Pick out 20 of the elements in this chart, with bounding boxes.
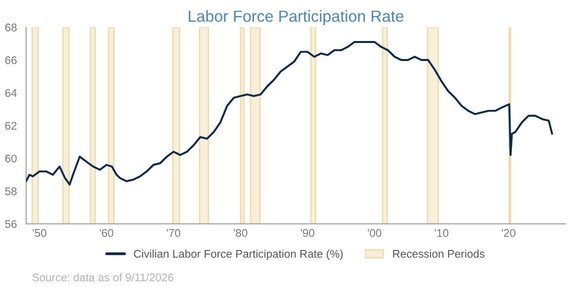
source-note: Source: data as of 9/11/2026 <box>32 273 174 282</box>
x-tick-label: '00 <box>368 229 382 237</box>
y-tick-label: 66 <box>5 56 17 64</box>
x-tick-label: '90 <box>300 229 314 237</box>
y-tick-label: 60 <box>5 154 17 162</box>
x-tick-label: '70 <box>166 229 180 237</box>
legend-label: Recession Periods <box>393 250 484 258</box>
x-tick-label: '50 <box>32 229 46 237</box>
y-tick-label: 62 <box>5 122 17 130</box>
x-tick-label: '60 <box>100 229 114 237</box>
y-tick-label: 56 <box>5 220 17 228</box>
x-tick-label: '80 <box>234 229 248 237</box>
legend-label: Civilian Labor Force Participation Rate (%) <box>134 250 343 260</box>
line-series <box>26 41 554 186</box>
x-tick-label: '20 <box>502 229 516 237</box>
chart-title: Labor Force Participation Rate <box>188 10 404 26</box>
y-tick-label: 64 <box>5 89 17 97</box>
x-tick-label: '10 <box>434 229 448 237</box>
y-tick-label: 68 <box>5 24 17 32</box>
y-tick-label: 58 <box>5 187 17 196</box>
